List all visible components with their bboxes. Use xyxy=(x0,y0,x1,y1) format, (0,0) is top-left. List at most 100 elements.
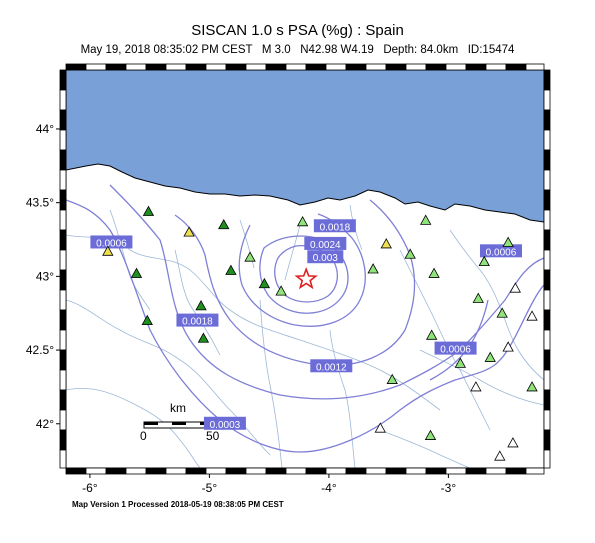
station-triangle-icon xyxy=(142,205,155,216)
contour-label-text: 0.0006 xyxy=(486,247,517,258)
station-triangle-icon xyxy=(374,422,386,433)
x-tick-label: -4° xyxy=(321,481,337,495)
frame-segment xyxy=(225,467,247,475)
frame-segment xyxy=(59,89,67,111)
station-triangle-icon xyxy=(141,314,153,325)
contour-label: 0.0006 xyxy=(479,244,522,258)
y-tick-label: 42° xyxy=(36,417,54,431)
y-tick-label: 43° xyxy=(36,269,54,283)
frame-segment xyxy=(245,63,267,71)
station-triangle-icon xyxy=(507,437,519,448)
y-tick-label: 43.5° xyxy=(26,196,54,210)
frame-segment xyxy=(445,63,467,71)
sea xyxy=(66,70,544,222)
frame-segment xyxy=(105,467,127,475)
frame-segment xyxy=(465,467,487,475)
frame-segment xyxy=(59,369,67,391)
frame-segment xyxy=(543,309,551,331)
frame-segment xyxy=(543,249,551,271)
frame-segment xyxy=(543,269,551,291)
frame-segment xyxy=(543,169,551,191)
scale-bar-unit: km xyxy=(170,401,186,415)
frame-segment xyxy=(365,63,387,71)
station-triangle-icon xyxy=(183,226,195,237)
contour-label-text: 0.0024 xyxy=(310,240,341,251)
frame-segment xyxy=(59,349,67,371)
frame-segment xyxy=(305,63,327,71)
frame-segment xyxy=(543,149,551,171)
contour-label-text: 0.0012 xyxy=(316,362,347,373)
scale-bar-end-label: 50 xyxy=(206,429,220,443)
frame-segment xyxy=(59,309,67,331)
frame-segment xyxy=(543,389,551,411)
coastline xyxy=(66,163,544,223)
station-triangle-icon xyxy=(380,238,392,249)
station-triangle-icon xyxy=(404,248,416,259)
frame-segment xyxy=(485,467,507,475)
station-triangle-icon xyxy=(102,245,114,256)
station-triangle-icon xyxy=(225,264,237,275)
station-triangle-icon xyxy=(367,263,379,274)
contour-label: 0.0006 xyxy=(434,341,477,356)
frame-segment xyxy=(285,63,307,71)
frame-segment xyxy=(525,63,545,71)
station-triangle-icon xyxy=(296,216,309,227)
station-triangle-icon xyxy=(526,381,538,392)
frame-segment xyxy=(345,63,367,71)
contour-label: 0.0018 xyxy=(313,219,356,233)
frame-segment xyxy=(165,63,187,71)
frame-segment xyxy=(105,63,127,71)
frame-segment xyxy=(205,63,227,71)
station-triangle-icon xyxy=(509,282,521,293)
map-title: SISCAN 1.0 s PSA (%g) : Spain xyxy=(191,22,404,39)
x-tick-label: -3° xyxy=(441,481,457,495)
contour-label-box xyxy=(313,219,356,233)
frame-segment xyxy=(59,429,67,451)
frame-segment xyxy=(543,69,551,91)
frame-segment xyxy=(505,63,527,71)
station-triangle-icon xyxy=(130,267,143,278)
frame-segment xyxy=(225,63,247,71)
frame-segment xyxy=(543,349,551,371)
contour-label-text: 0.0006 xyxy=(96,238,127,249)
contour-label-text: 0.0018 xyxy=(182,317,213,328)
frame-segment xyxy=(59,149,67,171)
frame-segment xyxy=(365,467,387,475)
frame-segment xyxy=(59,169,67,191)
contour-label: 0.003 xyxy=(307,250,344,264)
contour-label-text: 0.003 xyxy=(313,253,338,264)
station-triangle-icon xyxy=(424,429,437,440)
frame-segment xyxy=(265,467,287,475)
frame-segment xyxy=(65,63,87,71)
contour-label-text: 0.0018 xyxy=(320,222,351,233)
frame-segment xyxy=(265,63,287,71)
contour-label-box xyxy=(304,236,347,250)
contour-label: 0.0018 xyxy=(176,313,219,328)
station-triangle-icon xyxy=(218,218,230,230)
station-triangle-icon xyxy=(496,307,508,318)
station-triangle-icon xyxy=(484,351,496,362)
frame-segment xyxy=(59,69,67,91)
frame-segment xyxy=(543,89,551,111)
contour-label-box xyxy=(176,313,219,327)
contour-label-box xyxy=(479,244,522,258)
station-triangle-icon xyxy=(275,285,287,296)
frame-segment xyxy=(385,467,407,475)
frame-segment xyxy=(65,467,87,475)
frame-segment xyxy=(59,269,67,291)
station-triangle-icon xyxy=(502,341,514,352)
frame-segment xyxy=(85,467,107,475)
frame-segment xyxy=(425,467,447,475)
contour-label: 0.0024 xyxy=(304,236,347,251)
frame-segment xyxy=(385,63,407,71)
contour-label-text: 0.0003 xyxy=(210,420,241,431)
frame-segment xyxy=(525,467,545,475)
map-frame xyxy=(59,63,551,475)
station-triangle-icon xyxy=(502,236,514,247)
epicenter-star-icon xyxy=(294,267,318,290)
frame-segment xyxy=(165,467,187,475)
frame-segment xyxy=(59,449,67,469)
frame-segment xyxy=(245,467,267,475)
frame-segment xyxy=(543,429,551,451)
frame-segment xyxy=(543,289,551,311)
